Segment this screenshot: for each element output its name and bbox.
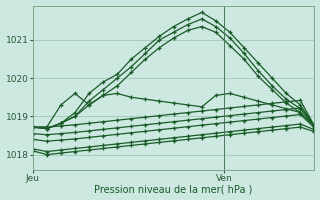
X-axis label: Pression niveau de la mer( hPa ): Pression niveau de la mer( hPa ) (94, 184, 253, 194)
